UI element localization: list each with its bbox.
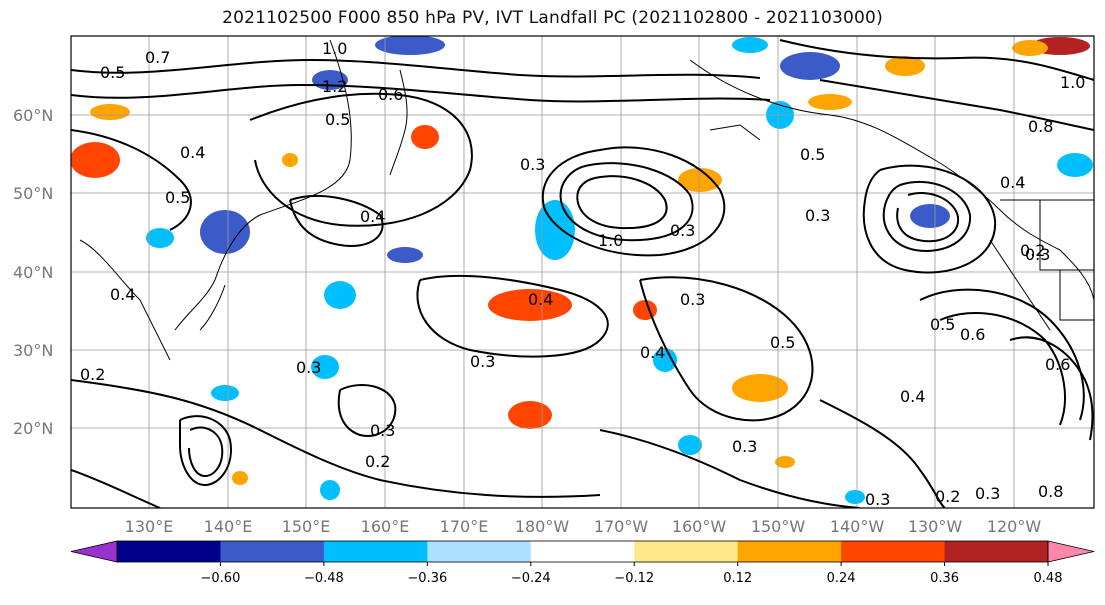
- contour-label: 1.0: [598, 231, 623, 250]
- lon-label: 180°W: [515, 517, 570, 536]
- contour-label: 0.3: [865, 490, 890, 509]
- colorbar-segment: [117, 541, 221, 562]
- contour-label: 0.3: [296, 358, 321, 377]
- lat-label: 60°N: [13, 106, 53, 125]
- colorbar-extend-max: [1047, 540, 1095, 563]
- contour-label: 0.6: [960, 325, 985, 344]
- contour-label: 0.2: [1020, 241, 1045, 260]
- contour-label: 0.5: [770, 333, 795, 352]
- map-title: 2021102500 F000 850 hPa PV, IVT Landfall…: [222, 8, 883, 28]
- lon-labels: 130°E 140°E 150°E 160°E 170°E 180°W 170°…: [125, 517, 1042, 536]
- colorbar: −0.60 −0.48 −0.36 −0.24 −0.12 0.12 0.24 0.36 0.4…: [70, 540, 1095, 586]
- colorbar-segment: [944, 541, 1049, 562]
- contour-label: 0.2: [80, 365, 105, 384]
- lat-label: 50°N: [13, 184, 53, 203]
- contour-label: 1.0: [322, 39, 347, 58]
- lon-label: 140°E: [204, 517, 253, 536]
- map-panel: 1.0 0.7 0.5 1.2 0.6 0.5 0.4 0.5 0.3 0.4 …: [70, 35, 1095, 509]
- colorbar-segment: [427, 541, 532, 562]
- contour-label: 0.6: [378, 85, 403, 104]
- colorbar-tick-label: 0.24: [827, 571, 856, 586]
- contour-label: 0.3: [670, 221, 695, 240]
- lon-label: 130°E: [125, 517, 174, 536]
- contour-label: 0.6: [1045, 355, 1070, 374]
- contour-label: 0.2: [935, 487, 960, 506]
- contour-label: 0.5: [325, 110, 350, 129]
- contour-label: 1.0: [1060, 73, 1085, 92]
- contour-label: 1.2: [322, 77, 347, 96]
- lat-label: 30°N: [13, 341, 53, 360]
- colorbar-tick-label: −0.48: [304, 571, 344, 586]
- svg-text:0.2: 0.2: [365, 452, 390, 471]
- lat-labels: 60°N 50°N 40°N 30°N 20°N: [13, 106, 53, 438]
- colorbar-segment: [323, 541, 428, 562]
- contour-label: 0.5: [100, 63, 125, 82]
- contour-label: 0.8: [1038, 482, 1063, 501]
- colorbar-segment: [220, 541, 325, 562]
- lat-label: 20°N: [13, 419, 53, 438]
- colorbar-segment: [841, 541, 946, 562]
- contour-labels: 1.0 0.7 0.5 1.2 0.6 0.5 0.4 0.5 0.3 0.4 …: [80, 39, 1085, 509]
- contour-label: 0.3: [520, 155, 545, 174]
- contour-label: 0.5: [930, 315, 955, 334]
- contour-label: 0.5: [165, 188, 190, 207]
- contour-label: 0.8: [1028, 117, 1053, 136]
- colorbar-tick-label: −0.60: [201, 571, 241, 586]
- lon-label: 170°E: [440, 517, 489, 536]
- colorbar-tick-label: −0.36: [407, 571, 447, 586]
- lon-label: 150°E: [282, 517, 331, 536]
- colorbar-segment: [634, 541, 739, 562]
- lon-label: 160°E: [361, 517, 410, 536]
- contour-label: 0.7: [145, 48, 170, 67]
- contour-label: 0.3: [470, 352, 495, 371]
- contour-label: 0.4: [640, 343, 665, 362]
- contour-label: 0.3: [680, 290, 705, 309]
- lon-label: 130°W: [908, 517, 963, 536]
- colorbar-extend-min: [70, 540, 118, 563]
- contour-label: 0.4: [528, 290, 553, 309]
- contour-label: 0.3: [1025, 245, 1050, 264]
- colorbar-tick-label: 0.12: [723, 571, 752, 586]
- contour-label: 0.4: [180, 143, 205, 162]
- colorbar-outline: [116, 540, 1049, 563]
- contour-label: 0.5: [800, 145, 825, 164]
- colorbar-tick-label: 0.48: [1034, 571, 1063, 586]
- lon-label: 170°W: [594, 517, 649, 536]
- colorbar-tick-label: −0.12: [614, 571, 654, 586]
- lat-label: 40°N: [13, 263, 53, 282]
- contour-label: 0.3: [805, 206, 830, 225]
- contour-label: 0.3: [370, 421, 395, 440]
- contour-label: 0.4: [360, 207, 385, 226]
- lon-label: 120°W: [987, 517, 1042, 536]
- colorbar-tick-label: 0.36: [930, 571, 959, 586]
- contour-label: 0.4: [110, 285, 135, 304]
- colorbar-segment: [737, 541, 842, 562]
- contour-label: 0.4: [900, 387, 925, 406]
- contour-label: 0.3: [975, 484, 1000, 503]
- contour-label: 0.4: [1000, 173, 1025, 192]
- pv-contours: [71, 39, 1094, 508]
- colorbar-segment: [530, 541, 635, 562]
- lon-label: 160°W: [672, 517, 727, 536]
- coastlines: [79, 39, 1094, 361]
- contour-label: 0.3: [732, 437, 757, 456]
- colorbar-tick-label: −0.24: [511, 571, 551, 586]
- lon-label: 140°W: [830, 517, 885, 536]
- lon-label: 150°W: [751, 517, 806, 536]
